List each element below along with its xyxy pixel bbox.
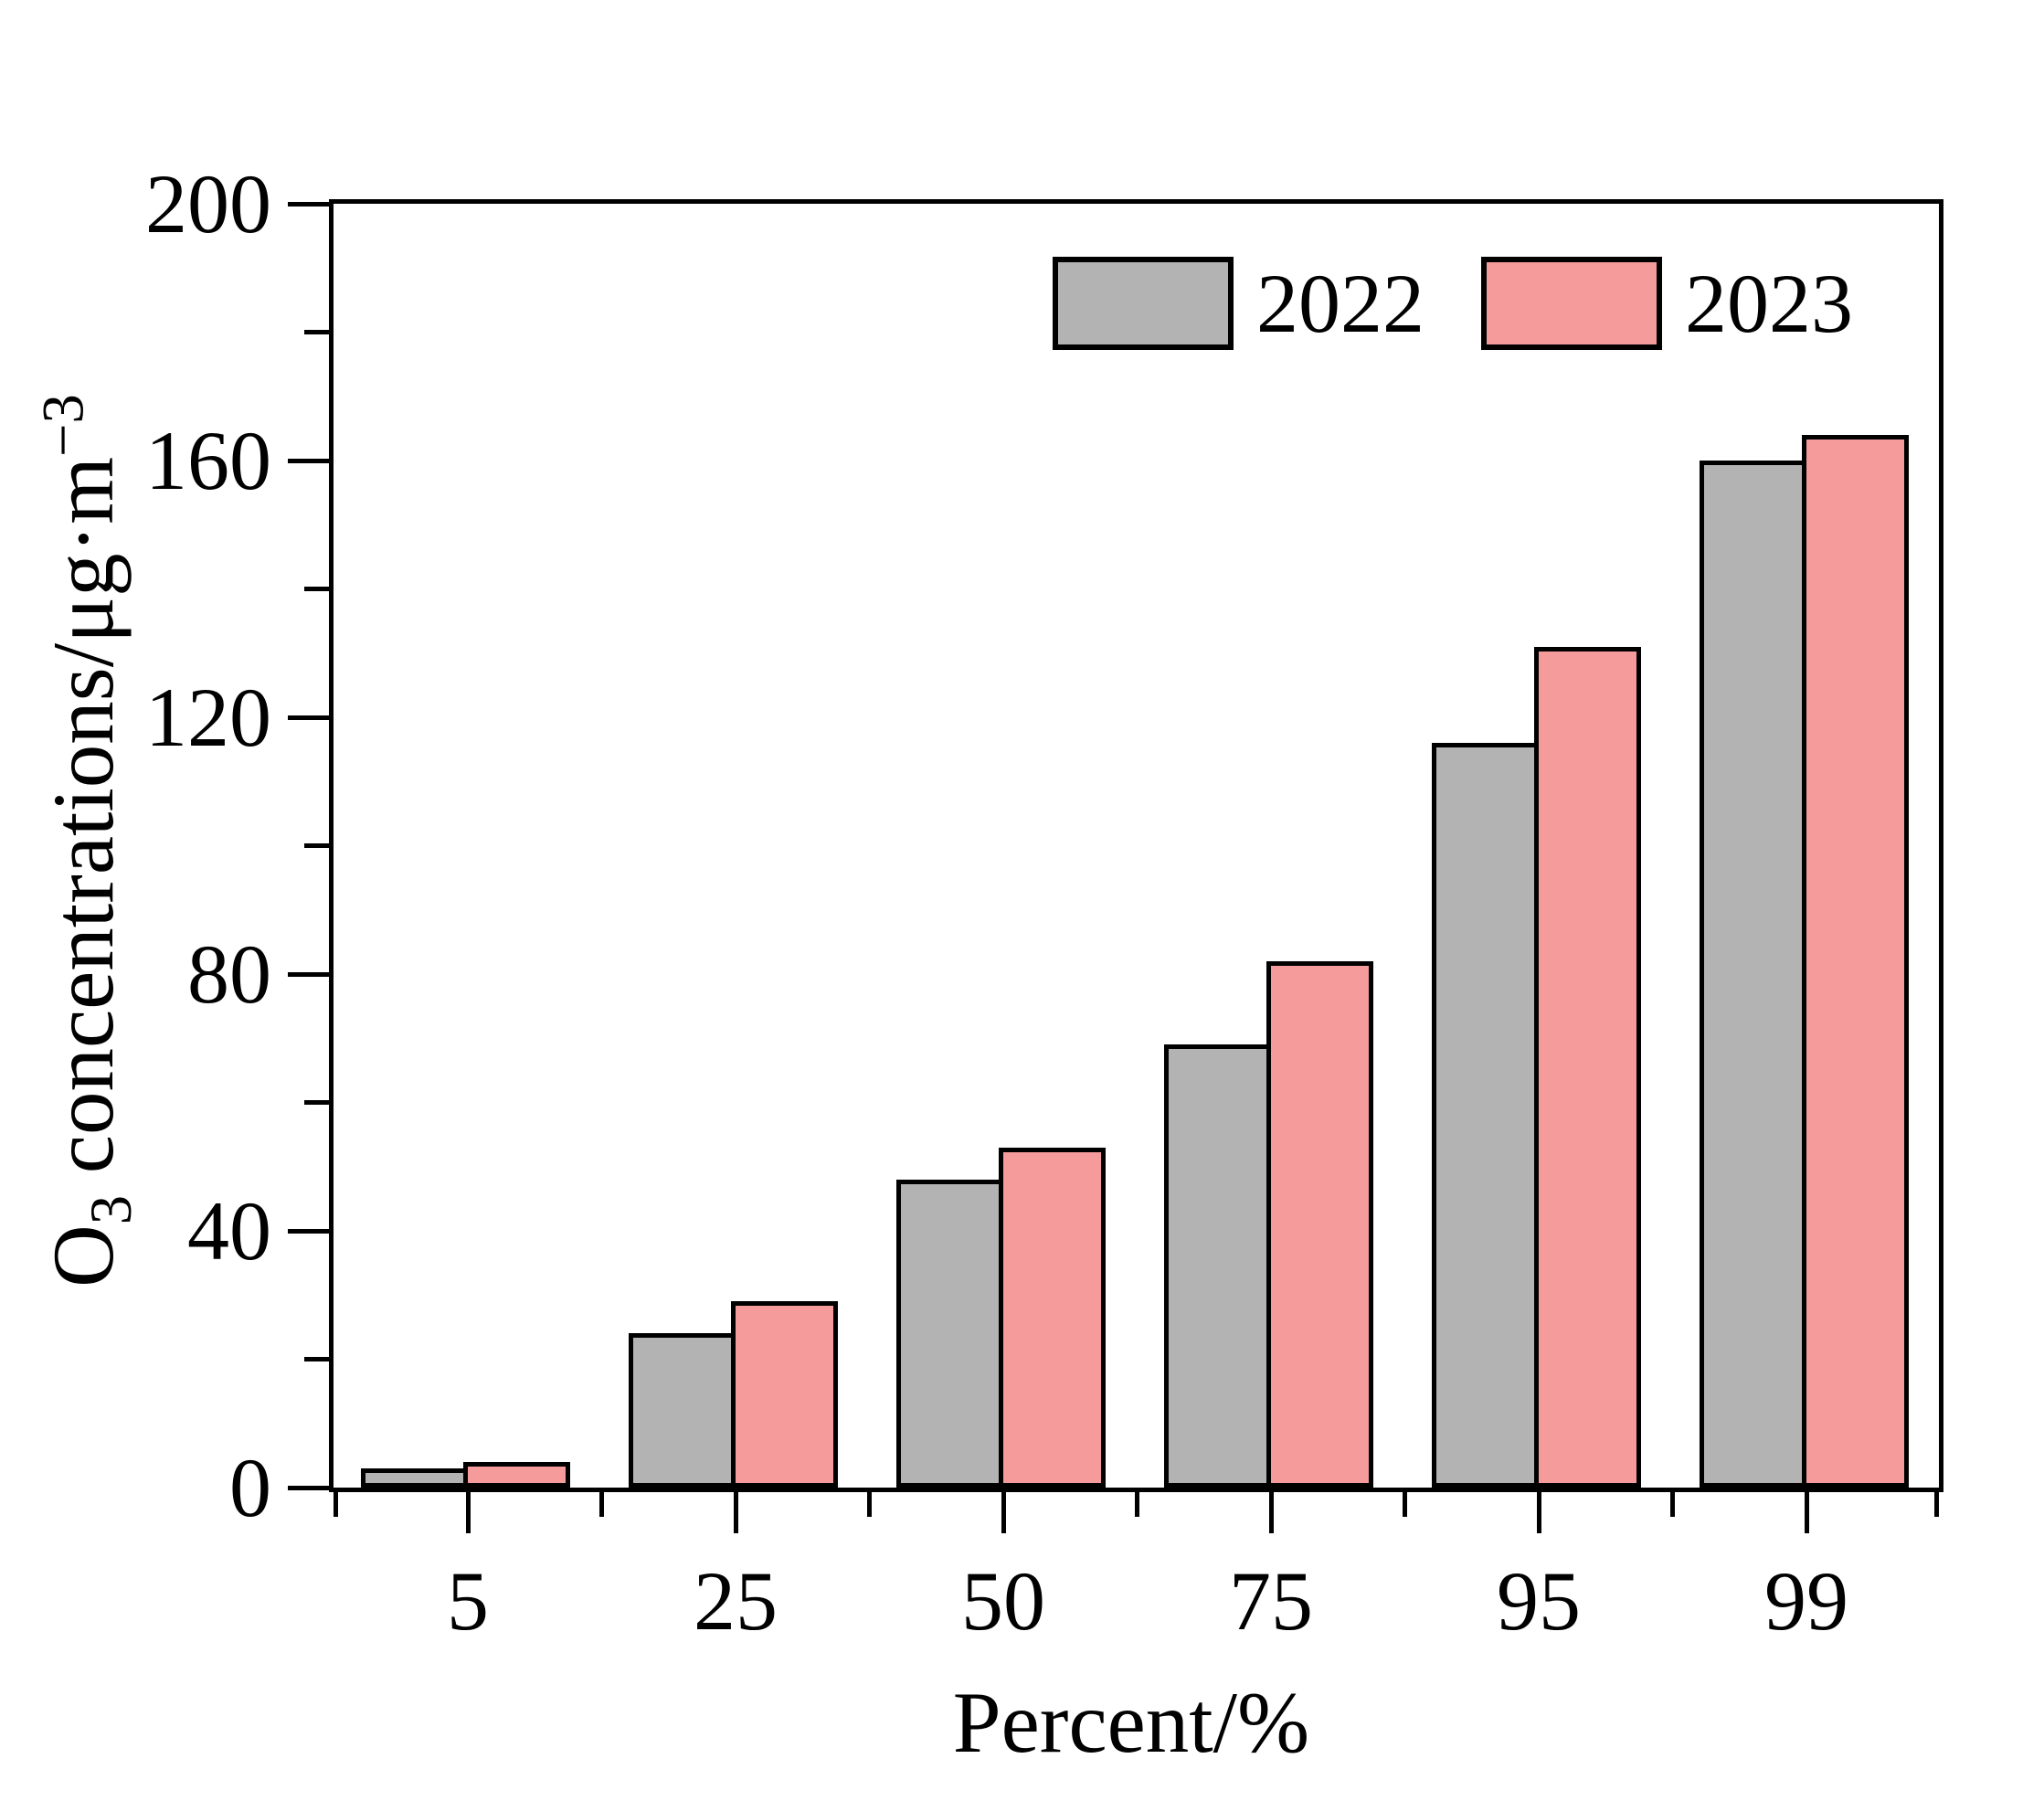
x-tick-50 <box>1001 1492 1006 1533</box>
plot-area: 0 40 80 120 160 200 5 25 50 75 95 99 2022 2023 <box>145 162 1943 1643</box>
x-tick-5 <box>465 1492 471 1533</box>
x-tick-label-75: 75 <box>1229 1554 1313 1647</box>
bar-2023-75 <box>1266 961 1373 1488</box>
x-tick-75 <box>1268 1492 1274 1533</box>
x-minor-tick-2 <box>599 1492 604 1517</box>
y-tick-label-160: 160 <box>145 414 271 507</box>
y-minor-tick-100 <box>304 843 329 848</box>
legend-item-2023: 2023 <box>1481 257 1853 350</box>
x-minor-tick-4 <box>1135 1492 1139 1517</box>
y-tick-label-80: 80 <box>187 927 271 1021</box>
legend-swatch-2023 <box>1481 257 1662 350</box>
legend-swatch-2022 <box>1053 257 1234 350</box>
bar-2023-5 <box>463 1462 570 1488</box>
bar-2023-50 <box>999 1148 1106 1488</box>
y-axis-label: O3 concentrations/μg·m−3 <box>29 394 144 1287</box>
bar-2023-95 <box>1534 647 1641 1488</box>
y-minor-tick-20 <box>304 1357 329 1361</box>
y-axis-label-mid: concentrations/μg·m <box>35 456 132 1195</box>
y-axis-label-pre: O <box>35 1224 132 1287</box>
bar-2022-95 <box>1432 743 1539 1488</box>
x-tick-label-95: 95 <box>1497 1554 1581 1647</box>
x-minor-tick-6 <box>1670 1492 1675 1517</box>
y-tick-200 <box>288 201 329 207</box>
x-minor-tick-0 <box>334 1492 338 1517</box>
legend: 2022 2023 <box>1053 257 1853 350</box>
x-tick-label-25: 25 <box>694 1554 778 1647</box>
x-tick-label-5: 5 <box>447 1554 489 1647</box>
y-tick-label-0: 0 <box>229 1441 271 1534</box>
legend-label-2022: 2022 <box>1256 257 1424 350</box>
y-tick-120 <box>288 715 329 720</box>
y-minor-tick-60 <box>304 1100 329 1105</box>
y-tick-160 <box>288 458 329 463</box>
x-tick-label-50: 50 <box>961 1554 1045 1647</box>
y-tick-80 <box>288 971 329 977</box>
plot-inner: 0 40 80 120 160 200 5 25 50 75 95 99 <box>145 162 1939 1643</box>
legend-item-2022: 2022 <box>1053 257 1424 350</box>
y-minor-tick-180 <box>304 330 329 334</box>
x-minor-tick-3 <box>867 1492 872 1517</box>
x-tick-label-99: 99 <box>1764 1554 1848 1647</box>
bar-2022-5 <box>361 1468 468 1488</box>
bar-2022-50 <box>896 1180 1003 1488</box>
y-tick-label-40: 40 <box>187 1184 271 1277</box>
x-tick-25 <box>733 1492 738 1533</box>
legend-label-2023: 2023 <box>1685 257 1853 350</box>
x-minor-tick-1 <box>1934 1492 1939 1517</box>
x-tick-99 <box>1804 1492 1809 1533</box>
bar-2022-25 <box>629 1333 736 1488</box>
y-axis-label-sub: 3 <box>78 1194 144 1225</box>
x-tick-95 <box>1536 1492 1541 1533</box>
x-axis-label: Percent/% <box>952 1674 1310 1771</box>
y-minor-tick-140 <box>304 587 329 591</box>
y-tick-label-120: 120 <box>145 671 271 764</box>
bar-2022-99 <box>1700 461 1806 1488</box>
bar-2023-99 <box>1802 435 1909 1488</box>
bar-2023-25 <box>731 1301 838 1488</box>
y-tick-label-200: 200 <box>145 157 271 250</box>
y-tick-0 <box>288 1485 329 1490</box>
y-tick-40 <box>288 1228 329 1234</box>
y-axis-label-sup: −3 <box>29 394 96 457</box>
x-minor-tick-5 <box>1403 1492 1407 1517</box>
bar-2022-75 <box>1164 1044 1271 1488</box>
